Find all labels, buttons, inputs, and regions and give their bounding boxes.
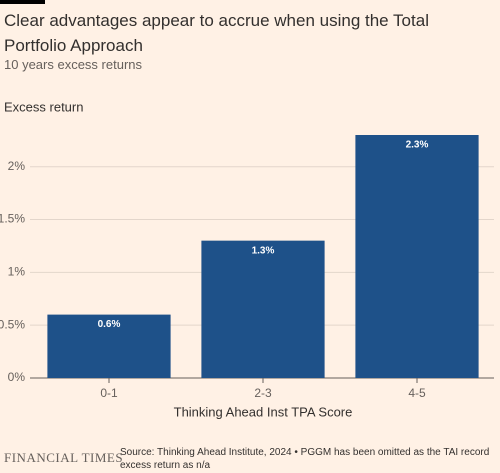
- bar: [201, 240, 325, 378]
- x-tick-label: 4-5: [408, 386, 426, 400]
- value-label: 1.3%: [252, 245, 275, 256]
- x-tick-label: 2-3: [254, 386, 272, 400]
- y-tick-label: 0.5%: [0, 317, 25, 331]
- chart-subtitle: 10 years excess returns: [4, 57, 143, 72]
- y-tick-label: 1.5%: [0, 212, 25, 226]
- chart-title: Clear advantages appear to accrue when u…: [4, 11, 429, 55]
- source-note: Source: Thinking Ahead Institute, 2024 •…: [120, 447, 490, 471]
- x-axis-title: Thinking Ahead Inst TPA Score: [174, 404, 353, 419]
- y-tick-label: 1%: [8, 265, 26, 279]
- value-label: 2.3%: [406, 140, 429, 151]
- value-label: 0.6%: [98, 319, 121, 330]
- y-axis-title: Excess return: [4, 99, 83, 114]
- y-tick-label: 2%: [8, 159, 26, 173]
- top-bar: [0, 0, 45, 4]
- brand: FINANCIAL TIMES: [4, 450, 124, 465]
- bar: [47, 314, 171, 378]
- x-tick-label: 0-1: [100, 386, 118, 400]
- bar: [355, 135, 479, 378]
- y-tick-label: 0%: [8, 370, 26, 384]
